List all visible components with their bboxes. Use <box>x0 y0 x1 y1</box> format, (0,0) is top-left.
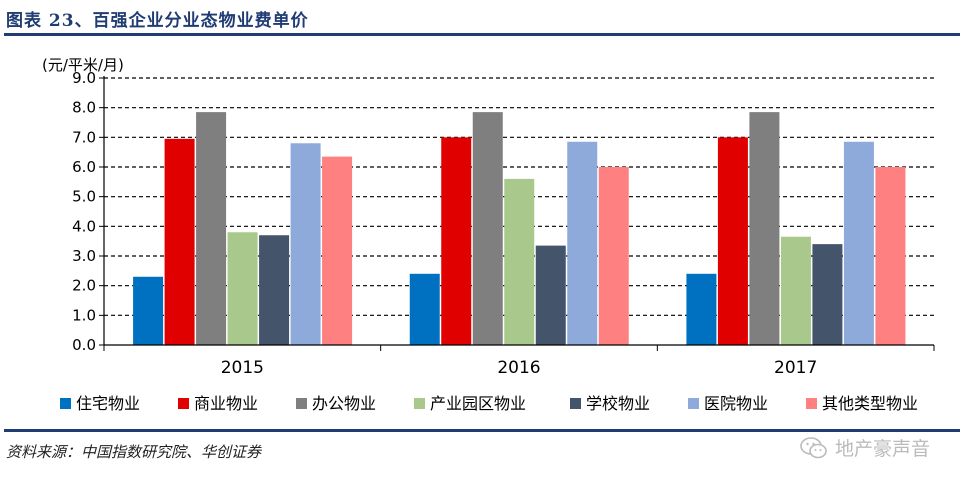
y-tick-label: 0.0 <box>72 336 96 354</box>
legend-item: 医院物业 <box>688 394 768 413</box>
y-tick-label: 1.0 <box>72 306 96 324</box>
bar <box>780 236 811 345</box>
legend-swatch <box>60 398 71 409</box>
source-note: 资料来源：中国指数研究院、华创证券 <box>6 443 262 461</box>
bar <box>749 112 780 345</box>
bar <box>875 167 906 345</box>
wechat-icon <box>800 436 827 458</box>
bar <box>598 167 629 345</box>
bar <box>322 156 353 345</box>
y-tick-label: 6.0 <box>72 158 96 176</box>
bar-chart: (元/平米/月) 0.01.02.03.04.05.06.07.08.09.0 … <box>42 56 935 413</box>
legend-item: 其他类型物业 <box>806 394 918 413</box>
bar <box>196 112 227 345</box>
bar <box>164 138 195 345</box>
legend-swatch <box>296 398 307 409</box>
y-tick-label: 4.0 <box>72 217 96 235</box>
bar <box>843 141 874 345</box>
bar <box>290 143 321 345</box>
y-tick-label: 7.0 <box>72 128 96 146</box>
x-tick-label: 2015 <box>221 358 264 378</box>
legend-swatch <box>806 398 817 409</box>
legend-item: 住宅物业 <box>60 394 140 413</box>
legend-label: 学校物业 <box>586 394 650 413</box>
legend-label: 办公物业 <box>312 394 376 413</box>
axes <box>103 76 935 351</box>
bar <box>259 235 290 345</box>
bar <box>441 137 472 345</box>
legend-label: 住宅物业 <box>76 394 140 413</box>
watermark: 地产豪声音 <box>799 434 930 461</box>
y-tick-label: 8.0 <box>72 99 96 117</box>
x-tick-label: 2016 <box>497 358 540 378</box>
watermark-text: 地产豪声音 <box>834 438 930 460</box>
legend-swatch <box>178 398 189 409</box>
x-tick-labels: 2015 2016 2017 <box>221 358 818 378</box>
legend-item: 办公物业 <box>296 394 376 413</box>
legend-swatch <box>414 398 425 409</box>
legend: 住宅物业 商业物业 办公物业 产业园区物业 学校物业 医院物业 其他类型物业 <box>60 394 918 413</box>
y-tick-label: 3.0 <box>72 247 96 265</box>
bar <box>472 112 503 345</box>
bar <box>717 137 748 345</box>
legend-label: 医院物业 <box>704 394 768 413</box>
legend-item: 产业园区物业 <box>414 394 526 413</box>
bar <box>227 232 258 345</box>
y-tick-labels: 0.0 1.0 2.0 3.0 4.0 5.0 6.0 7.0 8.0 9.0 <box>72 69 96 354</box>
y-axis-unit-label: (元/平米/月) <box>42 56 124 74</box>
bar <box>686 273 717 345</box>
legend-swatch <box>570 398 581 409</box>
legend-item: 商业物业 <box>178 394 258 413</box>
x-tick-label: 2017 <box>774 358 817 378</box>
bars <box>133 112 906 345</box>
y-tick-label: 2.0 <box>72 277 96 295</box>
chart-title: 图表 23、百强企业分业态物业费单价 <box>6 11 309 31</box>
title-rule <box>4 33 960 36</box>
bar <box>535 245 566 345</box>
bar <box>812 244 843 345</box>
y-tick-label: 5.0 <box>72 188 96 206</box>
legend-swatch <box>688 398 699 409</box>
bar <box>504 178 535 345</box>
legend-label: 商业物业 <box>194 394 258 413</box>
legend-item: 学校物业 <box>570 394 650 413</box>
bar <box>409 273 440 345</box>
footer-rule <box>4 429 960 432</box>
bar <box>133 276 164 345</box>
bar <box>567 141 598 345</box>
legend-label: 其他类型物业 <box>822 394 918 413</box>
legend-label: 产业园区物业 <box>430 394 526 413</box>
y-tick-label: 9.0 <box>72 69 96 87</box>
